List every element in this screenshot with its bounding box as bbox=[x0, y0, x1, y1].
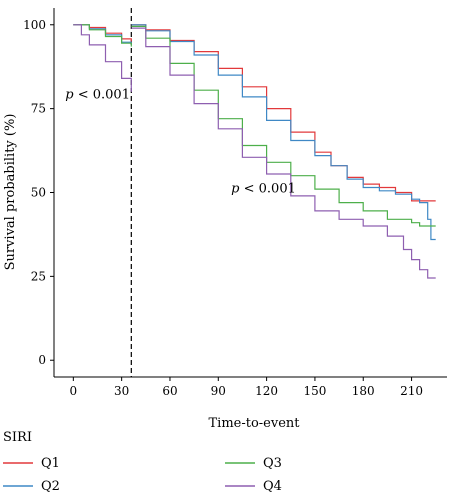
series-line-q3-segment-1 bbox=[73, 24, 132, 47]
series-line-q3-segment-2 bbox=[131, 25, 436, 227]
x-tick-label: 0 bbox=[70, 384, 78, 398]
legend: SIRI Q1 Q2 Q3 Q4 bbox=[3, 430, 282, 494]
y-tick-label: 100 bbox=[23, 18, 46, 32]
series-line-q1-segment-2 bbox=[131, 24, 436, 202]
p-symbol: p bbox=[231, 182, 240, 197]
x-tick-label: 120 bbox=[255, 384, 278, 398]
x-tick-label: 60 bbox=[162, 384, 177, 398]
series-line-q2-segment-2 bbox=[131, 24, 436, 241]
x-axis-title: Time-to-event bbox=[208, 416, 300, 431]
p-value-text: < 0.001 bbox=[240, 182, 296, 197]
p-symbol: p bbox=[65, 88, 74, 103]
series-line-q4-segment-2 bbox=[131, 27, 436, 279]
series-line-q4-segment-1 bbox=[73, 24, 132, 92]
y-tick-label: 0 bbox=[38, 353, 46, 367]
p-value-text: < 0.001 bbox=[74, 88, 130, 103]
x-tick-label: 210 bbox=[400, 384, 423, 398]
legend-label-q3: Q3 bbox=[263, 456, 282, 471]
x-tick-label: 30 bbox=[114, 384, 129, 398]
axes: 0 30 60 90 120 150 180 210 0 25 50 75 100 bbox=[23, 8, 447, 398]
x-tick-label: 180 bbox=[352, 384, 375, 398]
x-tick-label: 90 bbox=[211, 384, 226, 398]
legend-label-q1: Q1 bbox=[41, 456, 60, 471]
legend-label-q4: Q4 bbox=[263, 479, 282, 494]
y-tick-label: 50 bbox=[31, 186, 46, 200]
y-axis-title: Survival probability (%) bbox=[3, 114, 18, 271]
legend-label-q2: Q2 bbox=[41, 479, 60, 494]
plot-area bbox=[73, 8, 436, 377]
p-value-annotation-2: p < 0.001 bbox=[231, 182, 296, 197]
p-value-annotation-1: p < 0.001 bbox=[65, 88, 130, 103]
y-tick-label: 25 bbox=[31, 269, 46, 283]
legend-title: SIRI bbox=[3, 430, 32, 445]
y-tick-label: 75 bbox=[31, 102, 46, 116]
x-tick-label: 150 bbox=[303, 384, 326, 398]
